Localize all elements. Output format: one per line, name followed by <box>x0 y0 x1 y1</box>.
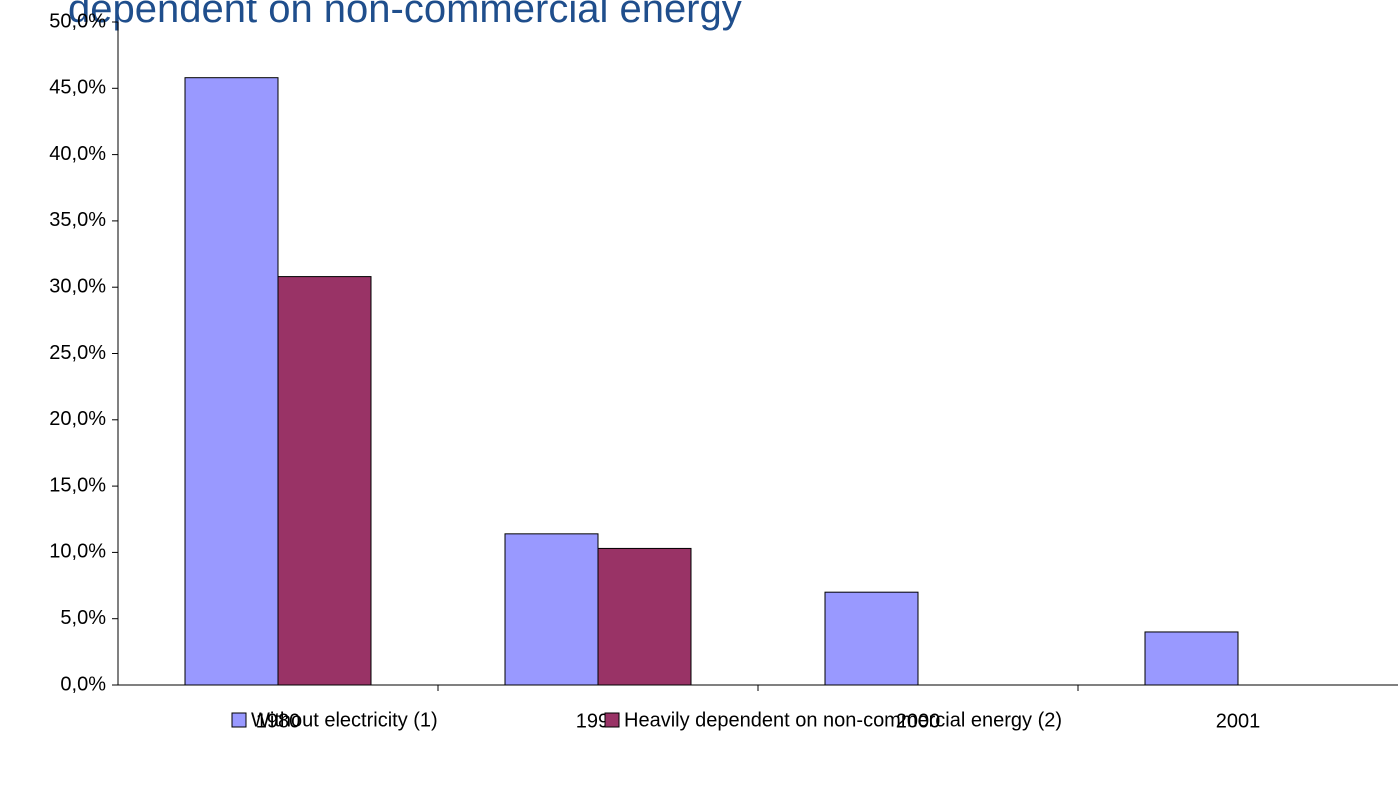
legend-label: Without electricity (1) <box>251 709 438 731</box>
y-tick-label: 25,0% <box>49 342 106 364</box>
legend-label: Heavily dependent on non-commercial ener… <box>624 709 1062 731</box>
bar <box>824 591 919 686</box>
y-tick-label: 20,0% <box>49 408 106 430</box>
x-tick-label: 1980 <box>256 710 301 732</box>
y-tick-label: 15,0% <box>49 474 106 496</box>
y-tick-label: 50,0% <box>49 10 106 32</box>
legend-swatch <box>604 712 620 728</box>
y-tick-label: 5,0% <box>60 607 106 629</box>
y-tick-label: 0,0% <box>60 673 106 695</box>
bar <box>184 77 279 686</box>
bar <box>277 276 372 686</box>
y-tick-label: 45,0% <box>49 77 106 99</box>
y-tick-label: 10,0% <box>49 541 106 563</box>
x-tick-label: 2000 <box>896 710 941 732</box>
x-tick-label: 2001 <box>1216 710 1261 732</box>
bar <box>504 533 599 686</box>
y-tick-label: 35,0% <box>49 209 106 231</box>
y-tick-label: 40,0% <box>49 143 106 165</box>
y-tick-label: 30,0% <box>49 275 106 297</box>
chart-title: dependent on non-commercial energy <box>68 0 742 31</box>
legend-swatch <box>231 712 247 728</box>
bar <box>597 547 692 686</box>
bar <box>1144 631 1239 686</box>
